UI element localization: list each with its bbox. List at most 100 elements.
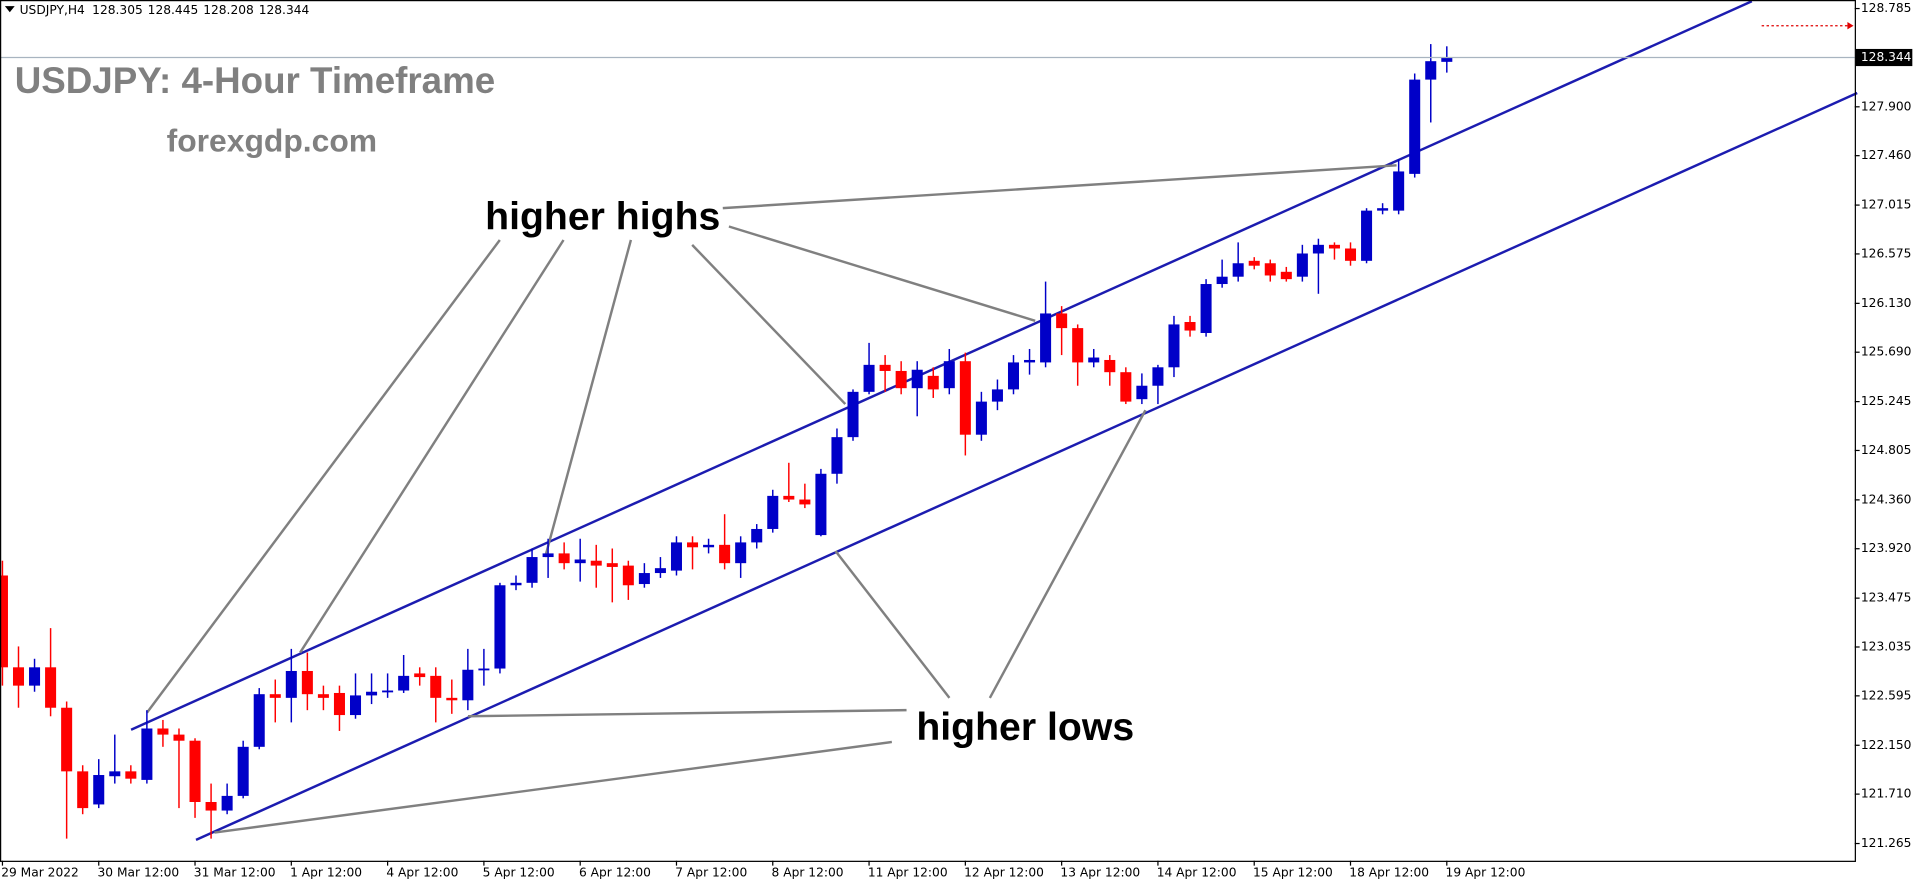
y-tick-label: 121.265 [1861,836,1912,850]
x-tick-label: 5 Apr 12:00 [483,865,555,879]
candle-body [1280,271,1292,280]
y-tick-label: 122.150 [1861,738,1912,752]
candle-body [943,361,955,389]
candle-body [1248,260,1260,266]
candle-body [478,668,490,671]
chart-subtitle: forexgdp.com [167,123,378,159]
x-tick-label: 31 Mar 12:00 [194,865,276,879]
candle-body [558,553,570,564]
candle-body [93,775,105,805]
candle-body [783,495,795,500]
x-tick-label: 7 Apr 12:00 [675,865,747,879]
candle-body [719,544,731,564]
candle-body [12,667,25,686]
candle-body [542,553,554,558]
candles [0,44,1855,839]
drawings [130,0,1858,842]
y-tick-label: 124.805 [1861,443,1912,457]
y-tick-label: 122.595 [1861,688,1912,702]
candle-body [301,670,313,695]
y-tick-label: 128.785 [1861,1,1912,15]
candle-body [1088,357,1100,363]
candle-body [1232,263,1244,277]
candle-body [735,542,747,564]
candle-body [703,544,715,548]
candle-body [398,675,410,691]
candle-body [1104,359,1116,373]
x-tick-label: 8 Apr 12:00 [772,865,844,879]
candle-body [253,694,265,747]
y-tick-label: 127.015 [1861,198,1912,212]
y-tick-label: 124.360 [1861,492,1912,506]
candle-body [45,667,57,708]
candle-body [173,734,185,741]
y-tick-label: 125.690 [1861,345,1912,359]
candle-body [1312,244,1324,254]
x-tick-label: 4 Apr 12:00 [386,865,458,879]
y-tick-label: 127.460 [1861,148,1912,162]
candle-body [446,697,458,701]
candle-body [574,559,586,564]
candle-body [895,370,907,389]
candle-body [1040,313,1052,363]
candle-body [1264,263,1276,276]
candle-body [1216,276,1228,285]
x-tick-label: 14 Apr 12:00 [1157,865,1237,879]
candle-body [1120,372,1132,402]
candle-body [606,563,618,567]
pointer-line [691,244,847,405]
candle-body [879,364,891,371]
candle-body [157,728,169,735]
annotation-pointers [146,164,1397,834]
candle-body [590,560,602,566]
candle-body [1136,385,1148,400]
candle-body [1296,253,1308,277]
header-high: 128.445 [148,2,199,16]
candle-body [670,542,682,571]
y-tick-label: 123.475 [1861,591,1912,605]
pointer-line [728,225,1036,322]
candle-body [1361,210,1373,261]
pointer-line [146,239,501,714]
header-open: 128.305 [92,2,143,16]
x-tick-label: 12 Apr 12:00 [964,865,1044,879]
candle-body [366,691,378,696]
candle-body [221,795,233,811]
y-tick-label: 123.035 [1861,639,1912,653]
candle-body [141,728,153,780]
pointer-line [299,239,565,654]
y-tick-label: 121.710 [1861,787,1912,801]
header: USDJPY,H4 128.305 128.445 128.208 128.344 [20,2,310,16]
candle-body [77,771,89,809]
candle-body [1168,324,1180,368]
candle-body [911,369,923,389]
candle-body [1425,61,1437,80]
candle-body [109,771,121,777]
candle-body [510,582,522,586]
header-close: 128.344 [259,2,310,16]
candle-body [831,437,843,474]
candle-body [285,670,297,698]
target-arrow [1847,22,1854,30]
pointer-line [722,164,1397,210]
y-tick-label: 126.575 [1861,246,1912,260]
candle-body [1441,57,1453,62]
header-low: 128.208 [203,2,254,16]
candle-body [526,557,538,583]
candle-body [815,473,827,536]
y-tick-label: 127.900 [1861,99,1912,113]
candle-body [414,673,426,678]
candle-body [1393,171,1405,211]
candle-body [638,573,650,585]
candle-body [1152,367,1164,386]
candle-body [1377,208,1389,211]
plot-frame [0,0,1856,862]
candle-body [0,575,8,668]
candle-body [959,361,971,435]
header-icon [4,6,15,13]
pointer-line [543,239,633,558]
candle-body [125,771,137,779]
